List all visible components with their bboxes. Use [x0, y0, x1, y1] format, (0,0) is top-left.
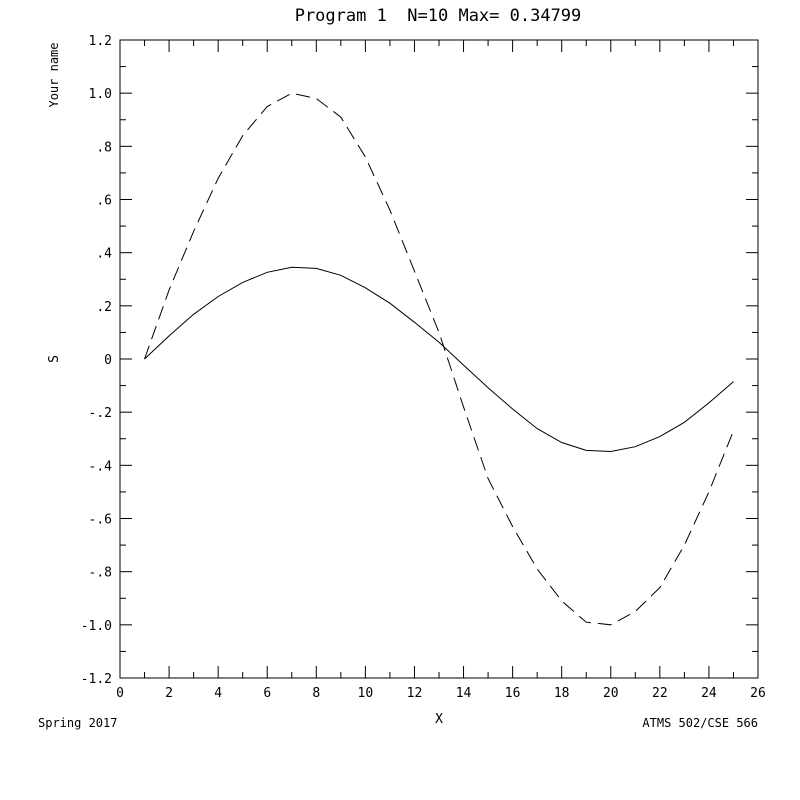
- x-tick-label: 2: [165, 686, 173, 701]
- footer-left-text: Spring 2017: [38, 716, 117, 730]
- x-tick-label: 24: [701, 686, 717, 701]
- x-tick-label: 22: [652, 686, 668, 701]
- y-axis-secondary-label: Your name: [47, 42, 61, 107]
- x-tick-label: 26: [750, 686, 766, 701]
- y-tick-label: 1.0: [89, 87, 112, 102]
- y-axis-label: S: [47, 355, 62, 363]
- x-tick-label: 8: [312, 686, 320, 701]
- x-tick-label: 6: [263, 686, 271, 701]
- y-tick-label: 0: [104, 353, 112, 368]
- x-tick-label: 0: [116, 686, 124, 701]
- footer-right-text: ATMS 502/CSE 566: [642, 716, 758, 730]
- plot-frame: [119, 39, 759, 679]
- y-tick-label: -1.2: [81, 672, 112, 687]
- y-tick-label: -.2: [89, 406, 112, 421]
- axis-ticks: [119, 39, 759, 679]
- y-tick-label: .2: [96, 300, 112, 315]
- x-tick-label: 14: [456, 686, 472, 701]
- y-tick-label: -.6: [89, 513, 112, 528]
- dashed-series-line: [144, 92, 734, 626]
- x-axis-tick-labels: 0 2 4 6 8 10 12 14 16 18 20 22 24 26: [116, 686, 766, 701]
- y-tick-label: .8: [96, 140, 112, 155]
- x-axis-label: X: [435, 712, 443, 727]
- solid-series-line: [144, 266, 734, 453]
- x-tick-label: 4: [214, 686, 222, 701]
- y-tick-label: -.8: [89, 566, 112, 581]
- y-tick-label: -1.0: [81, 619, 112, 634]
- plot-area: [119, 39, 759, 679]
- x-tick-label: 10: [358, 686, 374, 701]
- series-layer: [144, 92, 734, 626]
- x-tick-label: 12: [407, 686, 423, 701]
- y-axis-tick-labels: -1.2 -1.0 -.8 -.6 -.4 -.2 0 .2 .4 .6 .8 1.0 1.2: [81, 34, 112, 687]
- chart-title: Program 1 N=10 Max= 0.34799: [295, 6, 582, 26]
- y-tick-label: -.4: [89, 459, 113, 474]
- y-tick-label: .4: [96, 247, 112, 262]
- y-tick-label: 1.2: [89, 34, 112, 49]
- x-tick-label: 20: [603, 686, 619, 701]
- x-tick-label: 18: [554, 686, 570, 701]
- x-tick-label: 16: [505, 686, 521, 701]
- y-tick-label: .6: [96, 194, 112, 209]
